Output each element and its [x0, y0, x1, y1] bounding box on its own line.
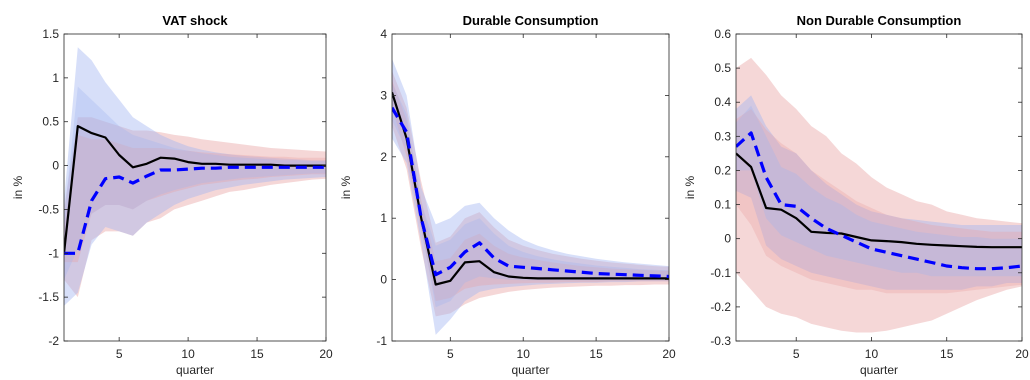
confidence-band-3 [392, 80, 669, 302]
plot-area [64, 34, 326, 341]
confidence-band-4 [64, 86, 326, 280]
confidence-band-4 [736, 105, 1022, 277]
y-tick-label: 0.1 [714, 198, 731, 212]
chart-panel-1: -2 -1.5 -1 -0.5 0 0.5 1 1.5 5 10 15 20 VAT shock quar… [11, 13, 333, 377]
confidence-band-2 [64, 47, 326, 306]
y-tick-label: -0.5 [38, 202, 59, 216]
x-tick-label: 15 [250, 347, 264, 361]
plot-area [392, 34, 669, 341]
dashed-series-line [64, 165, 326, 255]
y-tick-label: 1 [52, 71, 59, 85]
solid-series-line [736, 152, 1022, 249]
x-tick-label: 5 [793, 347, 800, 361]
y-tick-label: 0.2 [714, 163, 731, 177]
dashed-series-line [736, 131, 1022, 271]
y-tick-label: -0.2 [710, 300, 731, 314]
y-axis-label: in % [339, 175, 353, 199]
y-tick-label: 4 [380, 27, 387, 41]
y-tick-label: 0 [52, 159, 59, 173]
x-axis-label: quarter [511, 363, 549, 377]
y-tick-label: 0 [724, 232, 731, 246]
confidence-band-3 [64, 134, 326, 263]
y-tick-label: 0.4 [714, 95, 731, 109]
y-tick-label: -1 [48, 246, 59, 260]
chart-panel-2: -1 0 1 2 3 4 5 10 15 20 Durable Consumption quarter… [339, 13, 676, 377]
y-tick-label: -0.1 [710, 266, 731, 280]
axes-box [63, 33, 327, 342]
y-tick-label: -1 [376, 334, 387, 348]
plot-content [736, 57, 1022, 333]
y-tick-label: -2 [48, 334, 59, 348]
plot-content [392, 58, 669, 335]
y-tick-label: 0 [380, 273, 387, 287]
x-tick-label: 15 [940, 347, 954, 361]
chart-title: Durable Consumption [463, 13, 599, 28]
y-axis-label: in % [11, 175, 25, 199]
confidence-band-1 [736, 57, 1022, 333]
axes-box [735, 33, 1023, 342]
plot-area [736, 34, 1022, 341]
axes-box [391, 33, 670, 342]
x-tick-label: 20 [662, 347, 676, 361]
chart-panel-3: -0.3 -0.2 -0.1 0 0.1 0.2 0.3 0.4 0.5 0.6 5 10 15 20 No… [683, 13, 1029, 377]
plot-content [64, 47, 326, 306]
solid-series-line [392, 91, 669, 286]
y-tick-label: -0.3 [710, 334, 731, 348]
dashed-series-line [392, 106, 669, 279]
x-tick-label: 5 [447, 347, 454, 361]
y-tick-label: 2 [380, 150, 387, 164]
y-axis-label: in % [683, 175, 697, 199]
x-tick-label: 15 [589, 347, 603, 361]
chart-title: VAT shock [162, 13, 228, 28]
x-tick-label: 10 [517, 347, 531, 361]
solid-series-line [64, 124, 326, 254]
x-tick-label: 20 [319, 347, 333, 361]
y-tick-label: 0.5 [714, 61, 731, 75]
y-tick-label: 0.6 [714, 27, 731, 41]
x-axis-label: quarter [860, 363, 898, 377]
y-tick-label: 0.5 [42, 115, 59, 129]
x-tick-label: 10 [181, 347, 195, 361]
confidence-band-4 [392, 83, 669, 308]
y-tick-label: 1.5 [42, 27, 59, 41]
y-tick-label: 3 [380, 88, 387, 102]
x-tick-label: 20 [1015, 347, 1029, 361]
confidence-band-3 [736, 109, 1022, 294]
x-axis-label: quarter [176, 363, 214, 377]
x-tick-label: 5 [116, 347, 123, 361]
confidence-band-2 [736, 95, 1022, 290]
y-tick-label: 1 [380, 211, 387, 225]
x-tick-label: 10 [865, 347, 879, 361]
y-tick-label: -1.5 [38, 290, 59, 304]
y-tick-label: 0.3 [714, 129, 731, 143]
confidence-band-1 [64, 117, 326, 298]
chart-title: Non Durable Consumption [797, 13, 962, 28]
